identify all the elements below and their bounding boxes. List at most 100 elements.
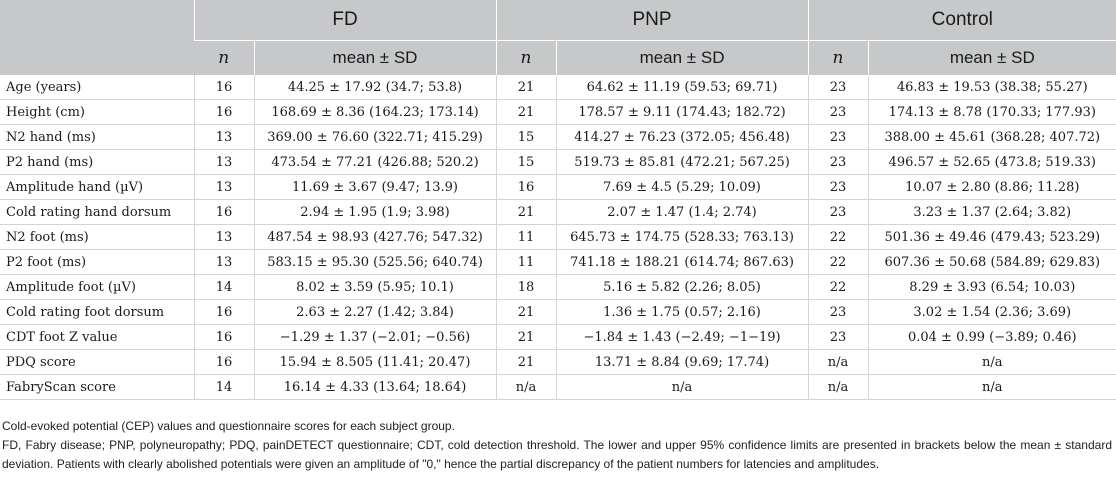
n-cell: 13 bbox=[193, 224, 254, 250]
table-row: FabryScan score 14 16.14 ± 4.33 (13.64; 18… bbox=[0, 374, 1116, 400]
n-cell: 21 bbox=[495, 99, 557, 125]
mean-sd-cell: 64.62 ± 11.19 (59.53; 69.71) bbox=[555, 75, 809, 100]
sub-header-n: n bbox=[194, 40, 254, 75]
table-footnote: FD, Fabry disease; PNP, polyneuropathy; … bbox=[2, 438, 1112, 471]
n-cell: 16 bbox=[193, 99, 254, 125]
row-label: Age (years) bbox=[0, 75, 194, 100]
table-row: Age (years) 16 44.25 ± 17.92 (34.7; 53.8) 2… bbox=[0, 75, 1116, 100]
n-cell: 13 bbox=[193, 174, 254, 200]
n-cell: 16 bbox=[193, 199, 254, 225]
group-header-row: FD PNP Control bbox=[0, 0, 1116, 75]
table-caption: Cold-evoked potential (CEP) values and q… bbox=[2, 419, 455, 433]
group-header-control: Control bbox=[807, 0, 1116, 41]
table-row: Amplitude hand (µV) 13 11.69 ± 3.67 (9.47;… bbox=[0, 174, 1116, 200]
mean-sd-cell: 414.27 ± 76.23 (372.05; 456.48) bbox=[555, 124, 809, 150]
group-header-fd: FD bbox=[193, 0, 497, 41]
row-label: P2 foot (ms) bbox=[0, 249, 194, 275]
mean-sd-cell: −1.29 ± 1.37 (−2.01; −0.56) bbox=[253, 324, 497, 350]
mean-sd-cell: 5.16 ± 5.82 (2.26; 8.05) bbox=[555, 274, 809, 300]
mean-sd-cell: 44.25 ± 17.92 (34.7; 53.8) bbox=[253, 75, 497, 100]
mean-sd-cell: 0.04 ± 0.99 (−3.89; 0.46) bbox=[867, 324, 1116, 350]
n-cell: 16 bbox=[495, 174, 557, 200]
mean-sd-cell: 473.54 ± 77.21 (426.88; 520.2) bbox=[253, 149, 497, 175]
sub-header-row: n mean ± SD n mean ± SD n mean ± SD bbox=[0, 40, 1116, 75]
row-label: P2 hand (ms) bbox=[0, 149, 194, 175]
mean-sd-cell: −1.84 ± 1.43 (−2.49; −1−19) bbox=[555, 324, 809, 350]
mean-sd-cell: 645.73 ± 174.75 (528.33; 763.13) bbox=[555, 224, 809, 250]
mean-sd-cell: n/a bbox=[555, 374, 809, 400]
sub-header-mean: mean ± SD bbox=[253, 40, 497, 75]
n-cell: 16 bbox=[193, 349, 254, 375]
n-cell: 21 bbox=[495, 299, 557, 325]
n-cell: 23 bbox=[807, 324, 869, 350]
n-cell: n/a bbox=[807, 349, 869, 375]
corner-cell bbox=[0, 0, 194, 75]
mean-sd-cell: 607.36 ± 50.68 (584.89; 629.83) bbox=[867, 249, 1116, 275]
n-cell: 22 bbox=[807, 249, 869, 275]
mean-sd-cell: 2.94 ± 1.95 (1.9; 3.98) bbox=[253, 199, 497, 225]
data-table: FD PNP Control n mean ± SD n mean ± SD n… bbox=[0, 0, 1116, 400]
table-row: N2 hand (ms) 13 369.00 ± 76.60 (322.71; 41… bbox=[0, 124, 1116, 150]
mean-sd-cell: 369.00 ± 76.60 (322.71; 415.29) bbox=[253, 124, 497, 150]
sub-header-n: n bbox=[807, 40, 869, 75]
mean-sd-cell: 13.71 ± 8.84 (9.69; 17.74) bbox=[555, 349, 809, 375]
n-cell: 21 bbox=[495, 324, 557, 350]
mean-sd-cell: 8.02 ± 3.59 (5.95; 10.1) bbox=[253, 274, 497, 300]
n-cell: 21 bbox=[495, 349, 557, 375]
table-row: Cold rating foot dorsum 16 2.63 ± 2.27 (1.… bbox=[0, 299, 1116, 325]
n-cell: 16 bbox=[193, 75, 254, 100]
n-cell: 22 bbox=[807, 274, 869, 300]
mean-sd-cell: 8.29 ± 3.93 (6.54; 10.03) bbox=[867, 274, 1116, 300]
sub-header-mean: mean ± SD bbox=[867, 40, 1116, 75]
row-label: Amplitude hand (µV) bbox=[0, 174, 194, 200]
row-label: N2 foot (ms) bbox=[0, 224, 194, 250]
mean-sd-cell: 15.94 ± 8.505 (11.41; 20.47) bbox=[253, 349, 497, 375]
n-cell: 15 bbox=[495, 124, 557, 150]
mean-sd-cell: 2.07 ± 1.47 (1.4; 2.74) bbox=[555, 199, 809, 225]
n-cell: n/a bbox=[495, 374, 557, 400]
table-row: PDQ score 16 15.94 ± 8.505 (11.41; 20.47) 2… bbox=[0, 349, 1116, 375]
n-cell: 13 bbox=[193, 249, 254, 275]
n-cell: 23 bbox=[807, 75, 869, 100]
n-cell: 14 bbox=[193, 274, 254, 300]
mean-sd-cell: 3.23 ± 1.37 (2.64; 3.82) bbox=[867, 199, 1116, 225]
row-label: N2 hand (ms) bbox=[0, 124, 194, 150]
n-cell: 23 bbox=[807, 299, 869, 325]
n-cell: 23 bbox=[807, 149, 869, 175]
mean-sd-cell: 7.69 ± 4.5 (5.29; 10.09) bbox=[555, 174, 809, 200]
n-cell: 11 bbox=[495, 224, 557, 250]
table-row: N2 foot (ms) 13 487.54 ± 98.93 (427.76; 54… bbox=[0, 224, 1116, 250]
mean-sd-cell: 174.13 ± 8.78 (170.33; 177.93) bbox=[867, 99, 1116, 125]
mean-sd-cell: 10.07 ± 2.80 (8.86; 11.28) bbox=[867, 174, 1116, 200]
row-label: CDT foot Z value bbox=[0, 324, 194, 350]
mean-sd-cell: 519.73 ± 85.81 (472.21; 567.25) bbox=[555, 149, 809, 175]
table-row: CDT foot Z value 16 −1.29 ± 1.37 (−2.01; −… bbox=[0, 324, 1116, 350]
mean-sd-cell: 741.18 ± 188.21 (614.74; 867.63) bbox=[555, 249, 809, 275]
n-cell: 14 bbox=[193, 374, 254, 400]
row-label: Cold rating hand dorsum bbox=[0, 199, 194, 225]
n-cell: 18 bbox=[495, 274, 557, 300]
row-label: PDQ score bbox=[0, 349, 194, 375]
table-row: Amplitude foot (µV) 14 8.02 ± 3.59 (5.95; … bbox=[0, 274, 1116, 300]
table-row: P2 hand (ms) 13 473.54 ± 77.21 (426.88; 52… bbox=[0, 149, 1116, 175]
mean-sd-cell: 11.69 ± 3.67 (9.47; 13.9) bbox=[253, 174, 497, 200]
sub-header-n: n bbox=[495, 40, 557, 75]
n-cell: 15 bbox=[495, 149, 557, 175]
mean-sd-cell: 168.69 ± 8.36 (164.23; 173.14) bbox=[253, 99, 497, 125]
mean-sd-cell: 16.14 ± 4.33 (13.64; 18.64) bbox=[253, 374, 497, 400]
n-cell: 23 bbox=[807, 174, 869, 200]
n-cell: 22 bbox=[807, 224, 869, 250]
n-cell: 23 bbox=[807, 124, 869, 150]
n-cell: 13 bbox=[193, 124, 254, 150]
row-label: Cold rating foot dorsum bbox=[0, 299, 194, 325]
mean-sd-cell: 46.83 ± 19.53 (38.38; 55.27) bbox=[867, 75, 1116, 100]
n-cell: 16 bbox=[193, 324, 254, 350]
mean-sd-cell: 496.57 ± 52.65 (473.8; 519.33) bbox=[867, 149, 1116, 175]
mean-sd-cell: 3.02 ± 1.54 (2.36; 3.69) bbox=[867, 299, 1116, 325]
n-cell: 21 bbox=[495, 199, 557, 225]
n-cell: 13 bbox=[193, 149, 254, 175]
mean-sd-cell: 1.36 ± 1.75 (0.57; 2.16) bbox=[555, 299, 809, 325]
n-cell: 11 bbox=[495, 249, 557, 275]
mean-sd-cell: 583.15 ± 95.30 (525.56; 640.74) bbox=[253, 249, 497, 275]
row-label: FabryScan score bbox=[0, 374, 194, 400]
